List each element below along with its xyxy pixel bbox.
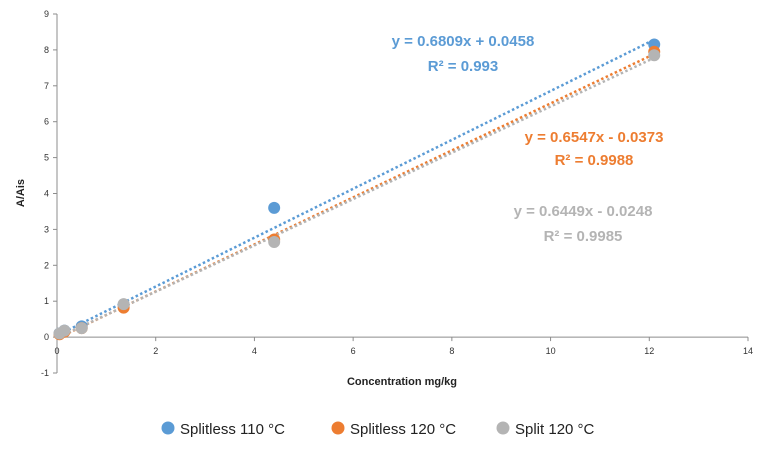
data-point-series-3 xyxy=(268,235,281,248)
equation-label-series-2: y = 0.6547x - 0.0373 xyxy=(525,129,664,146)
legend-label-series-2: Splitless 120 °C xyxy=(350,421,456,438)
y-tick-label: 7 xyxy=(44,81,49,91)
data-point-series-3 xyxy=(58,324,71,337)
legend-marker-series-3 xyxy=(496,421,510,435)
x-tick-label: 8 xyxy=(449,346,454,356)
trendline-series-2 xyxy=(58,52,655,339)
data-point-series-1 xyxy=(268,201,281,214)
y-axis-title: A/Ais xyxy=(15,179,27,207)
x-tick-label: 14 xyxy=(743,346,753,356)
r-squared-label-series-1: R² = 0.993 xyxy=(428,58,498,75)
x-axis-title: Concentration mg/kg xyxy=(347,376,457,388)
x-tick-label: 2 xyxy=(153,346,158,356)
y-tick-label: 1 xyxy=(44,296,49,306)
legend-marker-series-1 xyxy=(161,421,175,435)
y-tick-label: 5 xyxy=(44,153,49,163)
legend-marker-series-2 xyxy=(331,421,345,435)
data-point-series-3 xyxy=(117,298,130,311)
y-tick-label: 3 xyxy=(44,224,49,234)
equation-label-series-3: y = 0.6449x - 0.0248 xyxy=(514,203,653,220)
y-tick-label: 2 xyxy=(44,260,49,270)
r-squared-label-series-2: R² = 0.9988 xyxy=(555,152,634,169)
equation-label-series-1: y = 0.6809x + 0.0458 xyxy=(392,33,535,50)
trendline-series-3 xyxy=(58,56,655,338)
trendline-series-1 xyxy=(58,38,655,336)
y-tick-label: 8 xyxy=(44,45,49,55)
data-point-series-3 xyxy=(648,49,661,62)
r-squared-label-series-3: R² = 0.9985 xyxy=(544,228,623,245)
y-tick-label: 4 xyxy=(44,189,49,199)
y-tick-label: -1 xyxy=(41,368,49,378)
legend-label-series-1: Splitless 110 °C xyxy=(180,421,285,438)
x-tick-label: 6 xyxy=(351,346,356,356)
x-tick-label: 4 xyxy=(252,346,257,356)
x-tick-label: 12 xyxy=(644,346,654,356)
y-tick-label: 0 xyxy=(44,332,49,342)
y-tick-label: 6 xyxy=(44,117,49,127)
x-tick-label: 10 xyxy=(546,346,556,356)
legend-label-series-3: Split 120 °C xyxy=(515,421,595,438)
x-tick-label: 0 xyxy=(54,346,59,356)
data-point-series-3 xyxy=(75,322,88,335)
y-tick-label: 9 xyxy=(44,9,49,19)
